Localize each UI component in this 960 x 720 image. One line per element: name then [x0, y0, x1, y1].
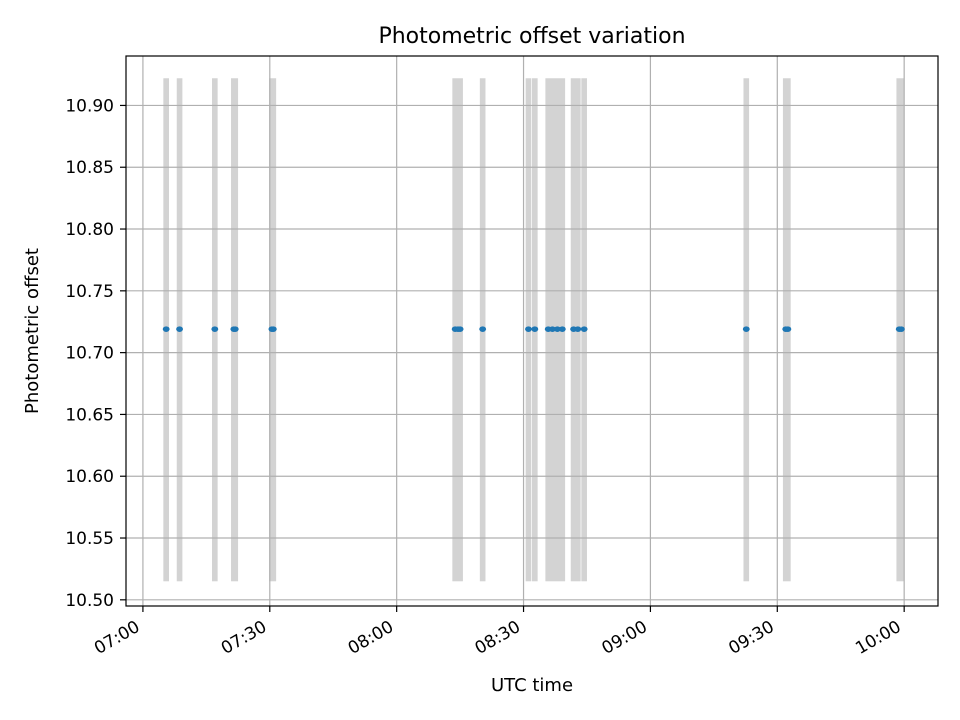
data-point: [553, 326, 561, 332]
data-point: [784, 326, 792, 332]
y-tick-label: 10.50: [65, 591, 114, 611]
y-tick-label: 10.70: [65, 344, 114, 364]
data-point: [580, 326, 588, 332]
data-point: [456, 326, 464, 332]
data-point: [269, 326, 277, 332]
x-tick-label: 09:00: [598, 617, 650, 659]
x-tick-label: 08:00: [345, 617, 397, 659]
data-point: [531, 326, 539, 332]
y-tick-label: 10.80: [65, 220, 114, 240]
data-point: [525, 326, 532, 332]
data-point: [176, 326, 183, 332]
data-point: [742, 326, 750, 332]
y-axis-ticks: 10.50 10.55 10.60 10.65 10.70 10.75 10.80 10.85…: [65, 96, 126, 611]
data-point: [479, 326, 487, 332]
plot-frame: [125, 55, 939, 607]
x-tick-label: 07:00: [91, 617, 143, 659]
chart-title: Photometric offset variation: [378, 24, 685, 49]
y-tick-label: 10.85: [65, 158, 114, 178]
data-point: [162, 326, 170, 332]
y-tick-label: 10.75: [65, 282, 114, 302]
data-point: [897, 326, 905, 332]
y-tick-label: 10.90: [65, 96, 114, 116]
y-tick-label: 10.65: [65, 405, 114, 425]
data-points: [162, 326, 905, 332]
y-tick-label: 10.55: [65, 529, 114, 549]
data-point: [549, 326, 556, 332]
data-point: [558, 326, 566, 332]
y-axis-label: Photometric offset: [22, 248, 43, 414]
y-tick-label: 10.60: [65, 467, 114, 487]
x-tick-label: 08:30: [472, 617, 524, 659]
data-point: [231, 326, 239, 332]
x-axis-label: UTC time: [491, 675, 573, 696]
grid-lines: [126, 56, 938, 606]
data-point: [574, 326, 582, 332]
data-point: [211, 326, 219, 332]
x-axis-ticks: 07:00 07:30 08:00 08:30 09:00 09:30 10:00: [91, 606, 905, 659]
x-tick-label: 07:30: [218, 617, 270, 659]
x-tick-label: 10:00: [852, 617, 904, 659]
x-tick-label: 09:30: [725, 617, 777, 659]
